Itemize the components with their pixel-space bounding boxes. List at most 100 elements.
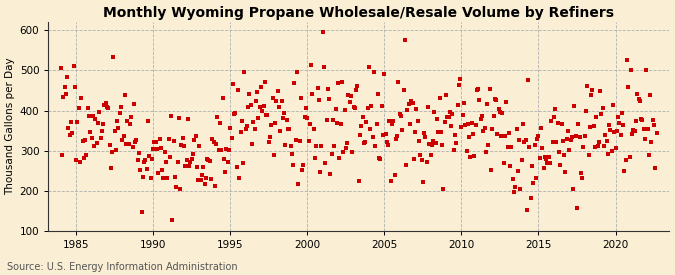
Point: [319, 65, 329, 70]
Point: [489, 96, 500, 101]
Point: [461, 148, 472, 153]
Point: [167, 218, 178, 222]
Point: [117, 138, 128, 142]
Point: [286, 152, 297, 156]
Point: [297, 167, 308, 172]
Point: [526, 164, 537, 168]
Point: [276, 98, 287, 103]
Point: [412, 118, 423, 123]
Point: [132, 158, 143, 162]
Point: [505, 163, 516, 168]
Point: [649, 123, 659, 127]
Point: [90, 117, 101, 121]
Point: [71, 158, 82, 162]
Point: [627, 132, 638, 136]
Point: [504, 131, 514, 135]
Point: [392, 134, 402, 138]
Point: [597, 106, 608, 110]
Point: [149, 140, 160, 145]
Point: [128, 102, 139, 107]
Point: [562, 129, 573, 133]
Point: [410, 130, 421, 134]
Point: [285, 144, 296, 148]
Point: [630, 119, 641, 123]
Point: [546, 119, 557, 123]
Point: [249, 127, 260, 131]
Point: [80, 138, 90, 142]
Point: [418, 130, 429, 135]
Point: [516, 158, 527, 162]
Point: [302, 116, 313, 120]
Point: [560, 170, 571, 174]
Point: [620, 158, 631, 162]
Point: [140, 158, 151, 163]
Point: [370, 144, 381, 149]
Point: [253, 116, 264, 120]
Point: [263, 140, 274, 144]
Point: [340, 146, 351, 150]
Point: [608, 103, 618, 107]
Point: [101, 101, 111, 106]
Point: [180, 164, 190, 168]
Point: [538, 166, 549, 170]
Point: [518, 122, 529, 126]
Point: [547, 140, 558, 144]
Point: [589, 124, 599, 129]
Point: [242, 123, 252, 128]
Point: [272, 89, 283, 93]
Point: [202, 156, 213, 161]
Point: [543, 155, 554, 160]
Point: [373, 92, 383, 96]
Point: [353, 178, 364, 183]
Point: [520, 137, 531, 142]
Point: [641, 68, 652, 72]
Point: [485, 168, 496, 172]
Point: [229, 112, 240, 117]
Point: [145, 176, 156, 180]
Point: [267, 96, 278, 100]
Point: [136, 210, 147, 214]
Point: [433, 130, 443, 134]
Point: [223, 147, 234, 152]
Point: [213, 147, 224, 152]
Point: [464, 134, 475, 139]
Point: [586, 92, 597, 97]
Point: [556, 122, 567, 126]
Point: [589, 144, 600, 149]
Point: [439, 120, 450, 125]
Point: [190, 134, 201, 138]
Point: [61, 91, 72, 96]
Point: [539, 155, 550, 160]
Point: [542, 161, 553, 165]
Point: [610, 146, 621, 150]
Point: [358, 141, 369, 145]
Point: [162, 175, 173, 180]
Point: [535, 156, 545, 160]
Point: [636, 117, 647, 121]
Point: [346, 94, 356, 98]
Point: [645, 93, 655, 97]
Point: [401, 163, 412, 167]
Point: [146, 157, 157, 161]
Point: [451, 141, 462, 145]
Point: [168, 138, 179, 143]
Point: [545, 161, 556, 165]
Point: [509, 189, 520, 194]
Point: [456, 125, 467, 129]
Point: [82, 106, 93, 110]
Point: [528, 181, 539, 185]
Point: [262, 113, 273, 117]
Point: [135, 168, 146, 172]
Point: [283, 126, 294, 131]
Point: [182, 117, 193, 121]
Point: [481, 149, 491, 154]
Point: [458, 100, 469, 105]
Point: [134, 150, 144, 155]
Point: [138, 175, 148, 179]
Y-axis label: Thousand Gallons per Day: Thousand Gallons per Day: [5, 58, 16, 196]
Point: [225, 126, 236, 130]
Point: [271, 99, 282, 104]
Point: [360, 140, 371, 144]
Point: [511, 127, 522, 131]
Point: [642, 126, 653, 131]
